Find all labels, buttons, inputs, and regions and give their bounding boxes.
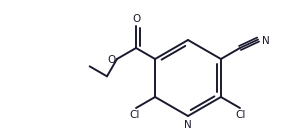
Text: N: N <box>262 35 270 46</box>
Text: O: O <box>108 55 116 65</box>
Text: Cl: Cl <box>236 110 246 120</box>
Text: O: O <box>132 14 140 24</box>
Text: N: N <box>184 120 192 131</box>
Text: Cl: Cl <box>130 110 140 120</box>
